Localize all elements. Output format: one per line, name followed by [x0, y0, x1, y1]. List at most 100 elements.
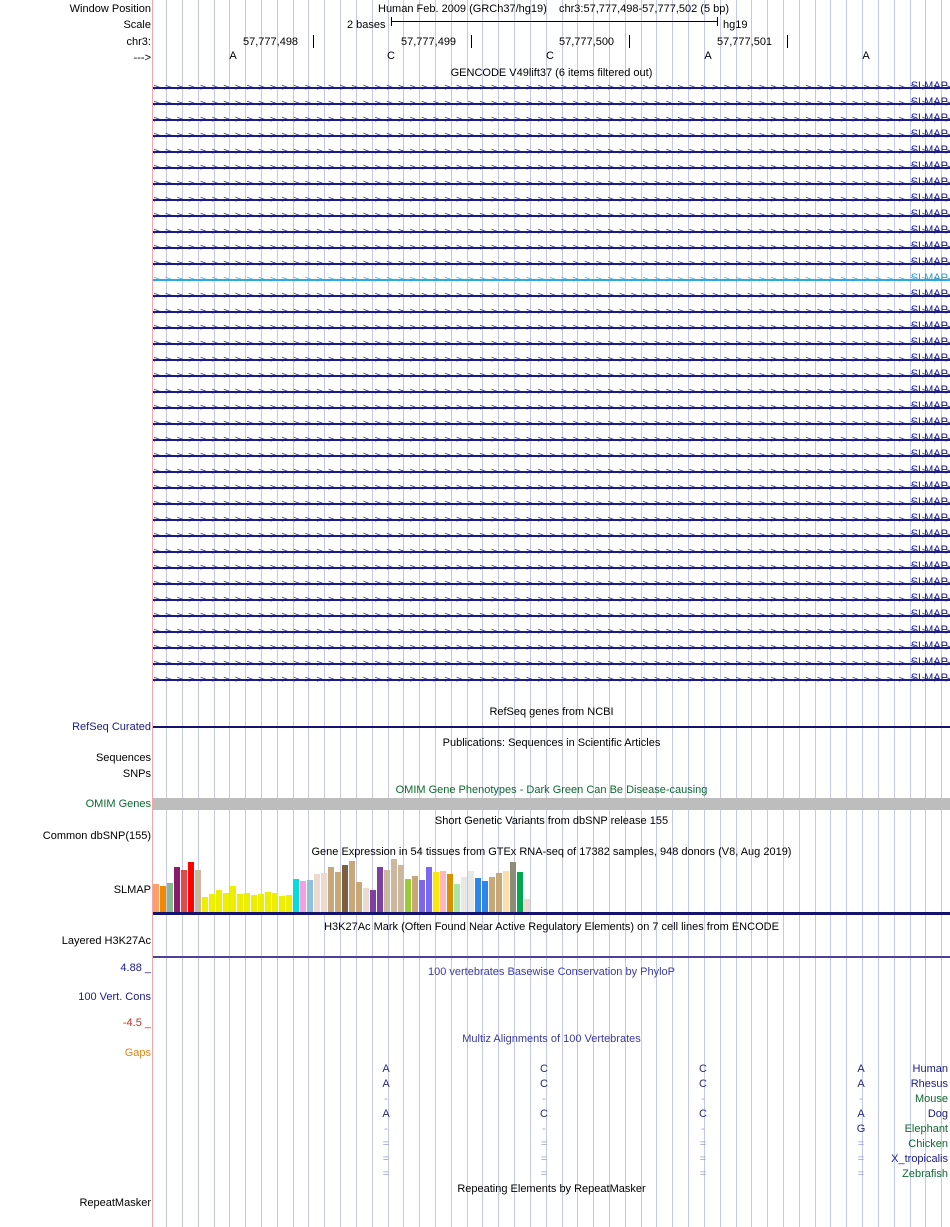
gene-row-label[interactable]: SLMAP	[910, 608, 948, 620]
gene-row[interactable]: >>>>>>>>>>>>>>>>>>>>>>>>>>>>>>>>>>>>>>>>…	[153, 292, 950, 300]
gene-row-label[interactable]: SLMAP	[910, 624, 948, 636]
gene-row[interactable]: >>>>>>>>>>>>>>>>>>>>>>>>>>>>>>>>>>>>>>>>…	[153, 180, 950, 188]
gene-row-label[interactable]: SLMAP	[910, 240, 948, 252]
multiz-species-label[interactable]: Rhesus	[910, 1078, 948, 1090]
gene-row[interactable]: >>>>>>>>>>>>>>>>>>>>>>>>>>>>>>>>>>>>>>>>…	[153, 116, 950, 124]
label-gtex-gene[interactable]: SLMAP	[113, 884, 151, 896]
gtex-bar[interactable]	[251, 895, 257, 915]
gene-row-label[interactable]: SLMAP	[910, 304, 948, 316]
gene-row-label[interactable]: SLMAP	[910, 176, 948, 188]
gtex-bar[interactable]	[412, 876, 418, 915]
gtex-bar[interactable]	[335, 872, 341, 915]
gtex-bar[interactable]	[370, 890, 376, 915]
gtex-bar[interactable]	[174, 867, 180, 915]
gene-row-label[interactable]: SLMAP	[910, 560, 948, 572]
gtex-bar[interactable]	[517, 872, 523, 915]
gene-row[interactable]: >>>>>>>>>>>>>>>>>>>>>>>>>>>>>>>>>>>>>>>>…	[153, 484, 950, 492]
gtex-bar[interactable]	[216, 890, 222, 915]
gene-row-label[interactable]: SLMAP	[910, 144, 948, 156]
refseq-curated-line[interactable]	[153, 726, 950, 728]
gene-row[interactable]: >>>>>>>>>>>>>>>>>>>>>>>>>>>>>>>>>>>>>>>>…	[153, 628, 950, 636]
gene-row[interactable]: >>>>>>>>>>>>>>>>>>>>>>>>>>>>>>>>>>>>>>>>…	[153, 308, 950, 316]
gene-row-label[interactable]: SLMAP	[910, 128, 948, 140]
gtex-bar[interactable]	[475, 878, 481, 915]
gene-row[interactable]: >>>>>>>>>>>>>>>>>>>>>>>>>>>>>>>>>>>>>>>>…	[153, 100, 950, 108]
gene-row-label[interactable]: SLMAP	[910, 80, 948, 92]
gtex-bar[interactable]	[384, 870, 390, 915]
gtex-bar[interactable]	[265, 892, 271, 915]
gtex-bar[interactable]	[195, 870, 201, 915]
gtex-bar[interactable]	[356, 882, 362, 915]
gtex-bar[interactable]	[419, 880, 425, 915]
gene-row-label[interactable]: SLMAP	[910, 512, 948, 524]
gene-row[interactable]: >>>>>>>>>>>>>>>>>>>>>>>>>>>>>>>>>>>>>>>>…	[153, 196, 950, 204]
gene-row[interactable]: >>>>>>>>>>>>>>>>>>>>>>>>>>>>>>>>>>>>>>>>…	[153, 404, 950, 412]
gtex-bar[interactable]	[426, 867, 432, 915]
multiz-species-label[interactable]: Elephant	[904, 1123, 948, 1135]
gene-row-label[interactable]: SLMAP	[910, 448, 948, 460]
gene-row-label[interactable]: SLMAP	[910, 320, 948, 332]
gene-row[interactable]: >>>>>>>>>>>>>>>>>>>>>>>>>>>>>>>>>>>>>>>>…	[153, 276, 950, 284]
gtex-bar[interactable]	[160, 886, 166, 915]
gene-row[interactable]: >>>>>>>>>>>>>>>>>>>>>>>>>>>>>>>>>>>>>>>>…	[153, 516, 950, 524]
gene-row-label[interactable]: SLMAP	[910, 640, 948, 652]
gtex-bar[interactable]	[328, 867, 334, 915]
gtex-bar[interactable]	[433, 872, 439, 915]
gene-row-label[interactable]: SLMAP	[910, 576, 948, 588]
gene-row[interactable]: >>>>>>>>>>>>>>>>>>>>>>>>>>>>>>>>>>>>>>>>…	[153, 228, 950, 236]
gene-row-label[interactable]: SLMAP	[910, 256, 948, 268]
gene-row[interactable]: >>>>>>>>>>>>>>>>>>>>>>>>>>>>>>>>>>>>>>>>…	[153, 644, 950, 652]
gene-row[interactable]: >>>>>>>>>>>>>>>>>>>>>>>>>>>>>>>>>>>>>>>>…	[153, 324, 950, 332]
label-repeatmasker[interactable]: RepeatMasker	[79, 1197, 151, 1209]
gene-row[interactable]: >>>>>>>>>>>>>>>>>>>>>>>>>>>>>>>>>>>>>>>>…	[153, 452, 950, 460]
gene-row-label[interactable]: SLMAP	[910, 544, 948, 556]
gene-row-label[interactable]: SLMAP	[910, 592, 948, 604]
gtex-bar[interactable]	[167, 883, 173, 915]
gene-row[interactable]: >>>>>>>>>>>>>>>>>>>>>>>>>>>>>>>>>>>>>>>>…	[153, 212, 950, 220]
label-omim-genes[interactable]: OMIM Genes	[85, 798, 151, 810]
gene-row[interactable]: >>>>>>>>>>>>>>>>>>>>>>>>>>>>>>>>>>>>>>>>…	[153, 596, 950, 604]
gene-row[interactable]: >>>>>>>>>>>>>>>>>>>>>>>>>>>>>>>>>>>>>>>>…	[153, 420, 950, 428]
gene-row[interactable]: >>>>>>>>>>>>>>>>>>>>>>>>>>>>>>>>>>>>>>>>…	[153, 356, 950, 364]
gtex-bar[interactable]	[496, 873, 502, 915]
gene-row[interactable]: >>>>>>>>>>>>>>>>>>>>>>>>>>>>>>>>>>>>>>>>…	[153, 468, 950, 476]
gene-row-label[interactable]: SLMAP	[910, 480, 948, 492]
gtex-bar[interactable]	[209, 894, 215, 915]
label-snps[interactable]: SNPs	[122, 768, 151, 780]
gene-row-label[interactable]: SLMAP	[910, 672, 948, 684]
gtex-expression-chart[interactable]	[153, 857, 950, 915]
gene-row-label[interactable]: SLMAP	[910, 336, 948, 348]
gene-row[interactable]: >>>>>>>>>>>>>>>>>>>>>>>>>>>>>>>>>>>>>>>>…	[153, 244, 950, 252]
gtex-bar[interactable]	[482, 881, 488, 915]
gene-row[interactable]: >>>>>>>>>>>>>>>>>>>>>>>>>>>>>>>>>>>>>>>>…	[153, 660, 950, 668]
gtex-bar[interactable]	[272, 893, 278, 915]
gtex-bar[interactable]	[279, 896, 285, 915]
gtex-bar[interactable]	[230, 886, 236, 915]
gtex-bar[interactable]	[314, 874, 320, 915]
gtex-bar[interactable]	[202, 897, 208, 915]
gtex-bar[interactable]	[524, 899, 530, 915]
multiz-species-label[interactable]: Human	[912, 1063, 948, 1075]
gtex-bar[interactable]	[461, 877, 467, 915]
gene-row[interactable]: >>>>>>>>>>>>>>>>>>>>>>>>>>>>>>>>>>>>>>>>…	[153, 436, 950, 444]
gtex-bar[interactable]	[307, 880, 313, 915]
gtex-bar[interactable]	[398, 865, 404, 915]
gene-row[interactable]: >>>>>>>>>>>>>>>>>>>>>>>>>>>>>>>>>>>>>>>>…	[153, 388, 950, 396]
gtex-bar[interactable]	[237, 894, 243, 915]
multiz-species-label[interactable]: Dog	[927, 1108, 948, 1120]
gene-row-label[interactable]: SLMAP	[910, 464, 948, 476]
gene-row-label[interactable]: SLMAP	[910, 224, 948, 236]
gene-row-label[interactable]: SLMAP	[910, 496, 948, 508]
gtex-bar[interactable]	[293, 879, 299, 915]
gene-row-label[interactable]: SLMAP	[910, 432, 948, 444]
gene-row-label[interactable]: SLMAP	[910, 352, 948, 364]
gtex-bar[interactable]	[153, 884, 159, 915]
gtex-bar[interactable]	[454, 884, 460, 915]
gtex-bar[interactable]	[181, 870, 187, 915]
omim-genes-bar[interactable]	[153, 798, 950, 810]
label-common-dbsnp[interactable]: Common dbSNP(155)	[42, 830, 151, 842]
label-refseq-curated[interactable]: RefSeq Curated	[72, 721, 151, 733]
gtex-bar[interactable]	[405, 879, 411, 915]
gene-row[interactable]: >>>>>>>>>>>>>>>>>>>>>>>>>>>>>>>>>>>>>>>>…	[153, 612, 950, 620]
gene-row[interactable]: >>>>>>>>>>>>>>>>>>>>>>>>>>>>>>>>>>>>>>>>…	[153, 564, 950, 572]
